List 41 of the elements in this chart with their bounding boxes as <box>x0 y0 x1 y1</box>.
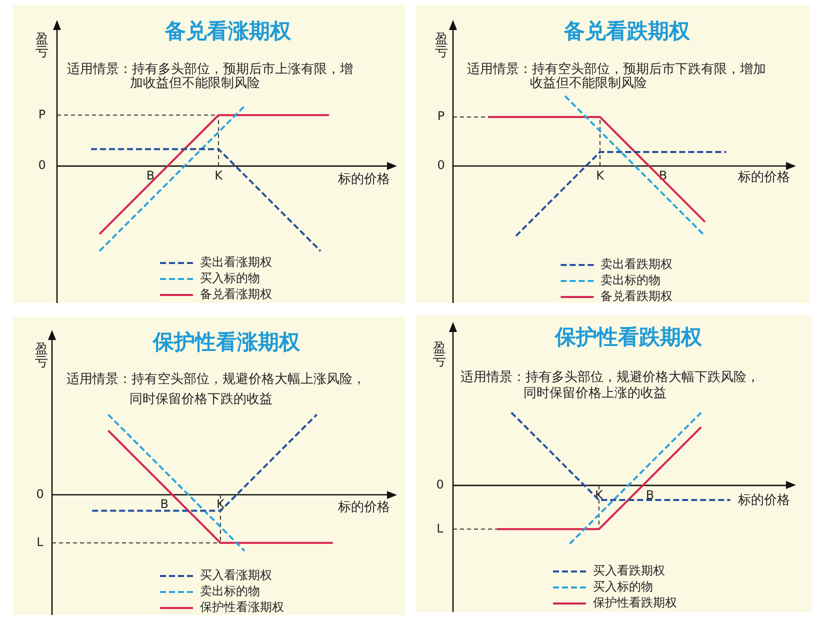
chart-title: 备兑看涨期权 <box>165 18 291 43</box>
x-tick-label: B <box>160 497 168 512</box>
legend-label: 卖出标的物 <box>600 273 661 288</box>
text: 0 <box>38 158 46 172</box>
x-tick-label: B <box>146 168 155 182</box>
text: 0 <box>36 486 44 501</box>
y-axis-title: 盈亏 <box>434 32 448 60</box>
chart-title: 保护性看涨期权 <box>153 329 300 354</box>
ref-line-label: L <box>36 535 44 550</box>
ref-line-label: L <box>436 521 444 536</box>
y-axis-title: 盈亏 <box>35 342 48 370</box>
chart-subtitle: 适用情景：持有多头部位，预期后市上涨有限，增加收益但不能限制风险 <box>67 62 354 91</box>
x-axis-title: 标的价格 <box>338 500 390 516</box>
legend-label: 卖出看涨期权 <box>200 255 272 270</box>
x-axis-title: 标的价格 <box>738 170 790 184</box>
legend-label: 保护性看涨期权 <box>200 600 284 614</box>
chart-subtitle: 适用情景：持有多头部位，规避价格大幅下跌风险，同时保留价格上涨的收益 <box>460 370 761 402</box>
x-tick-label: K <box>596 168 606 182</box>
ref-line-label: P <box>437 109 445 124</box>
legend-label: 买入看涨期权 <box>200 568 272 582</box>
chart-subtitle: 适用情景：持有空头部位，规避价格大幅上涨风险，同时保留价格下跌的收益 <box>66 371 367 409</box>
text: 0 <box>437 158 445 172</box>
ref-line-label: P <box>38 107 46 122</box>
x-axis-title: 标的价格 <box>338 172 390 186</box>
x-axis-title: 标的价格 <box>738 492 790 508</box>
y-axis-title: 盈亏 <box>36 32 48 60</box>
legend-label: 卖出看跌期权 <box>600 257 673 272</box>
text: 0 <box>436 478 444 492</box>
legend-label: 备兑看跌期权 <box>600 289 673 304</box>
x-tick-label: B <box>646 488 654 502</box>
chart-title: 保护性看跌期权 <box>555 324 702 350</box>
legend-label: 买入标的物 <box>200 271 260 286</box>
legend-label: 卖出标的物 <box>200 584 260 598</box>
chart-title: 备兑看跌期权 <box>564 18 690 43</box>
chart-subtitle: 适用情景：持有空头部位，预期后市下跌有限，增加收益但不能限制风险 <box>467 62 767 92</box>
x-tick-label: K <box>214 168 224 182</box>
y-axis-title: 盈亏 <box>433 340 446 369</box>
legend-label: 买入看跌期权 <box>593 564 665 578</box>
legend-label: 买入标的物 <box>593 580 653 594</box>
legend-label: 保护性看跌期权 <box>593 596 677 610</box>
legend-label: 备兑看涨期权 <box>200 287 272 302</box>
